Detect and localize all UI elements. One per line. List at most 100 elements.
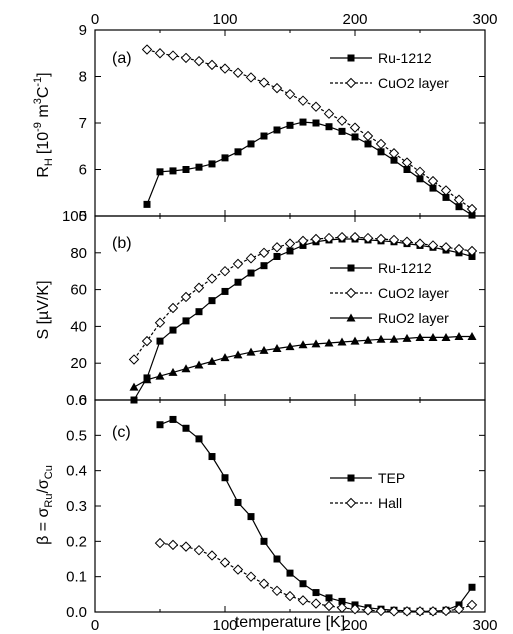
data-point-open-diamond [154, 317, 166, 328]
y-tick-label: 80 [70, 245, 87, 262]
legend-marker-filled-triangle [346, 313, 356, 322]
data-point-filled-triangle [181, 364, 191, 373]
data-point-filled-triangle [246, 347, 256, 356]
data-point-filled-square [325, 123, 333, 131]
x-tick-label: 200 [342, 617, 367, 634]
data-point-open-diamond [245, 253, 257, 264]
data-point-open-diamond [284, 238, 296, 249]
data-point-open-diamond [310, 233, 322, 245]
y-tick-label: 9 [79, 22, 87, 39]
data-point-filled-square [247, 269, 255, 277]
y-tick-label: 7 [79, 115, 87, 132]
data-point-open-diamond [128, 354, 140, 365]
data-point-filled-square [364, 140, 372, 148]
data-point-filled-square [442, 193, 450, 201]
data-point-open-diamond [323, 600, 335, 612]
data-point-open-diamond [310, 598, 322, 609]
y-tick-label: 0.0 [66, 604, 87, 621]
data-point-open-diamond [414, 238, 426, 249]
y-tick-label: 100 [62, 208, 87, 225]
data-point-open-diamond [193, 55, 205, 67]
data-point-open-diamond [284, 590, 296, 602]
data-point-filled-square [260, 132, 268, 140]
data-point-filled-square [169, 167, 177, 175]
data-point-filled-triangle [259, 345, 269, 354]
data-point-filled-triangle [363, 335, 373, 344]
y-tick-label: 8 [79, 69, 87, 86]
legend-marker-filled-square [347, 54, 355, 62]
data-point-open-diamond [141, 335, 153, 347]
data-point-filled-square [195, 308, 203, 316]
data-point-open-diamond [349, 122, 361, 133]
data-point-open-diamond [180, 52, 192, 64]
data-point-filled-triangle [428, 332, 438, 341]
data-point-filled-triangle [129, 382, 139, 391]
legend-label: CuO2 layer [378, 285, 449, 301]
data-point-filled-square [468, 211, 476, 219]
data-point-open-diamond [388, 148, 400, 159]
x-tick-label: 300 [472, 617, 497, 634]
data-point-open-diamond [258, 578, 270, 589]
data-point-open-diamond [336, 231, 348, 243]
panel-a-label: (a) [112, 50, 132, 67]
data-point-filled-triangle [142, 375, 152, 384]
y-tick-label: 0.3 [66, 498, 87, 515]
data-point-filled-triangle [285, 342, 295, 351]
y-tick-label: 0.1 [66, 569, 87, 586]
series-line-open-diamond [146, 48, 473, 210]
data-point-open-diamond [427, 606, 439, 617]
y-tick-label: 0.2 [66, 533, 87, 550]
data-point-open-diamond [232, 67, 244, 78]
data-point-filled-square [338, 127, 346, 135]
data-point-filled-square [403, 166, 411, 173]
legend-marker-open-diamond [345, 77, 357, 89]
data-point-open-diamond [401, 236, 413, 247]
data-point-filled-triangle [155, 371, 165, 380]
data-point-filled-square [195, 163, 203, 171]
data-point-filled-square [468, 583, 476, 591]
data-point-open-diamond [271, 82, 283, 94]
data-point-filled-square [208, 160, 216, 168]
data-point-open-diamond [206, 550, 218, 561]
data-point-filled-square [156, 168, 164, 176]
y-tick-label: 0.4 [66, 463, 87, 480]
data-point-open-diamond [193, 282, 205, 293]
data-point-filled-triangle [454, 332, 464, 341]
data-point-open-diamond [362, 130, 374, 142]
data-point-open-diamond [219, 63, 231, 74]
data-point-filled-square [455, 203, 463, 211]
data-point-filled-square [169, 326, 177, 334]
y-tick-label: 0 [79, 392, 87, 409]
series-line-filled-square [159, 418, 473, 612]
data-point-open-diamond [323, 108, 335, 119]
data-point-open-diamond [375, 233, 387, 245]
legend-marker-open-diamond [345, 497, 357, 509]
data-point-filled-triangle [376, 334, 386, 343]
data-point-open-diamond [232, 258, 244, 270]
data-point-filled-triangle [350, 336, 360, 345]
y-tick-label: 6 [79, 162, 87, 179]
data-point-open-diamond [453, 603, 465, 615]
data-point-filled-square [156, 421, 164, 429]
top-x-tick-label: 200 [342, 11, 367, 28]
data-point-open-diamond [375, 605, 387, 617]
data-point-open-diamond [167, 302, 179, 314]
data-point-filled-square [468, 252, 476, 260]
data-point-filled-square [182, 166, 190, 173]
data-point-filled-triangle [415, 332, 425, 341]
data-point-open-diamond [349, 231, 361, 243]
data-point-open-diamond [336, 602, 348, 613]
data-point-open-diamond [401, 606, 413, 617]
data-point-filled-square [221, 154, 229, 162]
data-point-open-diamond [401, 157, 413, 168]
data-point-open-diamond [180, 291, 192, 303]
y-tick-label: 0.5 [66, 427, 87, 444]
x-axis-label: temperature [K] [235, 614, 345, 631]
data-point-filled-square [273, 126, 281, 134]
y-tick-label: 20 [70, 355, 87, 372]
data-point-filled-square [390, 156, 398, 164]
data-point-open-diamond [245, 571, 257, 582]
panel-b-label: (b) [112, 235, 132, 252]
data-point-open-diamond [466, 245, 478, 257]
